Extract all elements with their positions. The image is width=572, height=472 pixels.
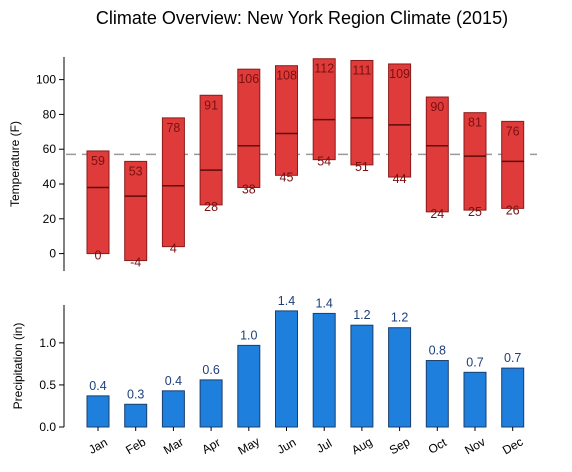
temperature-high-label: 76 <box>506 124 520 138</box>
temperature-low-label: 4 <box>170 242 177 256</box>
temperature-low-label: 26 <box>506 203 520 217</box>
temperature-low-label: 38 <box>242 182 256 196</box>
temperature-low-label: 51 <box>355 160 369 174</box>
temperature-range-bar <box>426 97 448 212</box>
temperature-high-label: 81 <box>468 116 482 130</box>
temperature-y-tick-label: 20 <box>43 212 57 226</box>
precipitation-bar <box>162 391 184 427</box>
precipitation-value-label: 0.4 <box>89 379 106 393</box>
temperature-y-axis-label: Temperature (F) <box>8 121 22 207</box>
temperature-y-tick-label: 100 <box>36 73 56 87</box>
precipitation-value-label: 0.7 <box>466 355 483 369</box>
temperature-low-label: 45 <box>280 170 294 184</box>
precipitation-value-label: 1.4 <box>278 294 295 308</box>
temperature-panel: 0 20 40 60 80 100 Temperature (F) 59 0 53 -4 78 4 91 2… <box>8 57 537 271</box>
x-tick-label: Jun <box>275 435 299 457</box>
temperature-range-bar <box>238 69 260 187</box>
precipitation-y-tick-label: 0.0 <box>39 420 56 434</box>
temperature-low-label: 54 <box>317 155 331 169</box>
temperature-low-label: 44 <box>393 172 407 186</box>
precipitation-bar <box>276 311 298 427</box>
x-tick-label: Mar <box>161 435 186 457</box>
temperature-y-tick-label: 40 <box>43 177 57 191</box>
precipitation-value-label: 1.4 <box>316 296 333 310</box>
temperature-high-label: 53 <box>129 164 143 178</box>
temperature-y-tick-label: 60 <box>43 142 57 156</box>
precipitation-value-label: 0.7 <box>504 351 521 365</box>
temperature-low-label: -4 <box>130 256 141 270</box>
precipitation-y-tick-label: 0.5 <box>39 378 56 392</box>
precipitation-bar <box>200 380 222 427</box>
temperature-high-label: 90 <box>430 100 444 114</box>
temperature-low-label: 25 <box>468 205 482 219</box>
precipitation-y-axis-label: Precipitation (in) <box>11 323 25 410</box>
temperature-high-label: 108 <box>276 69 297 83</box>
chart-title: Climate Overview: New York Region Climat… <box>96 8 508 28</box>
x-tick-label: Nov <box>462 435 487 458</box>
precipitation-bar <box>87 396 109 427</box>
temperature-low-label: 0 <box>95 249 102 263</box>
x-tick-label: Aug <box>349 435 374 458</box>
temperature-high-label: 78 <box>166 121 180 135</box>
precipitation-bar <box>426 361 448 427</box>
precipitation-y-tick-label: 1.0 <box>39 336 56 350</box>
precipitation-bar <box>238 345 260 427</box>
x-tick-label: May <box>235 434 262 457</box>
precipitation-bar <box>502 368 524 427</box>
x-tick-label: Jan <box>86 435 110 457</box>
precipitation-bar <box>389 328 411 427</box>
temperature-high-label: 111 <box>352 63 371 77</box>
temperature-high-label: 109 <box>389 67 410 81</box>
temperature-y-tick-label: 0 <box>49 247 56 261</box>
precipitation-value-label: 1.0 <box>240 328 257 342</box>
precipitation-value-label: 1.2 <box>353 308 370 322</box>
temperature-high-label: 106 <box>238 72 259 86</box>
precipitation-value-label: 0.8 <box>429 344 446 358</box>
precipitation-bar <box>313 313 335 427</box>
precipitation-panel: 0.0 0.5 1.0 Precipitation (in) 0.4 Jan 0.3 Feb 0… <box>11 294 525 458</box>
temperature-low-label: 28 <box>204 200 218 214</box>
x-tick-label: Sep <box>387 434 413 457</box>
precipitation-value-label: 1.2 <box>391 311 408 325</box>
x-tick-label: Jul <box>314 436 334 456</box>
precipitation-value-label: 0.3 <box>127 387 144 401</box>
precipitation-value-label: 0.4 <box>165 374 182 388</box>
temperature-high-label: 59 <box>91 154 105 168</box>
precipitation-bar <box>125 404 147 427</box>
precipitation-bar <box>351 325 373 427</box>
temperature-range-bar <box>162 118 184 247</box>
precipitation-value-label: 0.6 <box>202 363 219 377</box>
temperature-y-tick-label: 80 <box>43 107 57 121</box>
x-tick-label: Apr <box>200 435 223 456</box>
x-tick-label: Feb <box>123 435 148 458</box>
x-tick-label: Dec <box>500 435 525 458</box>
precipitation-bar <box>464 372 486 427</box>
x-tick-label: Oct <box>426 435 450 457</box>
temperature-high-label: 91 <box>204 98 218 112</box>
temperature-low-label: 24 <box>430 207 444 221</box>
temperature-high-label: 112 <box>314 62 334 76</box>
